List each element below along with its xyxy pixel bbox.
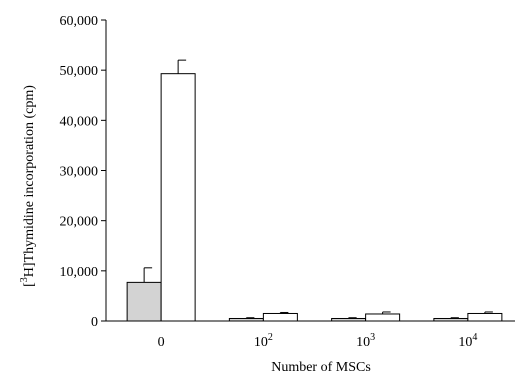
bar-series-2-cat-1	[160, 73, 196, 322]
y-tick-label: 60,000	[60, 14, 99, 29]
x-category-label: 0	[158, 335, 165, 350]
bar-series-1-cat-1	[126, 281, 162, 322]
y-axis-title-sup: 3	[19, 277, 30, 282]
x-category-label: 103	[356, 332, 375, 350]
y-tick-label: 40,000	[60, 114, 99, 129]
bars	[126, 59, 503, 322]
y-tick-label: 10,000	[60, 265, 99, 280]
y-axis-title: [3H]Thymidine incorporation (cpm)	[19, 85, 37, 287]
x-category-labels: 0 102 103 104	[158, 332, 478, 350]
bar-series-1-cat-3	[331, 317, 367, 322]
bar-series-1-cat-4	[433, 317, 469, 322]
x-category-label: 104	[458, 332, 477, 350]
y-tick-label: 50,000	[60, 64, 99, 79]
x-axis-title: Number of MSCs	[271, 360, 371, 375]
y-tick-label: 20,000	[60, 215, 99, 230]
bar-series-2-cat-3	[365, 313, 401, 322]
bar-series-2-cat-2	[262, 312, 298, 322]
bar-series-2-cat-4	[467, 312, 503, 322]
y-tick-label: 30,000	[60, 165, 99, 180]
bar-series-1-cat-2	[228, 317, 264, 322]
y-tick-label: 0	[91, 315, 98, 330]
y-axis-title-open: [	[22, 282, 37, 287]
y-axis-title-rest: H]Thymidine incorporation (cpm)	[22, 85, 37, 277]
x-category-label: 102	[254, 332, 273, 350]
y-ticks: 0 10,000 20,000 30,000 40,000 50,000 60,000	[60, 14, 106, 330]
